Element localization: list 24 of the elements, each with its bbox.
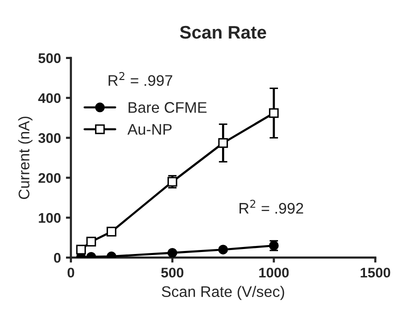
point [268, 108, 279, 118]
y-tick-label: 400 [38, 93, 61, 104]
x-tick-label: 1500 [360, 268, 390, 278]
x-tick-label: 1000 [259, 268, 289, 278]
point [218, 138, 228, 148]
annotation: R$^{2}$ = .997 [108, 72, 172, 86]
y-tick-label: 100 [38, 213, 61, 223]
x-axis-title: Scan Rate (V/sec) [162, 286, 284, 300]
y-tick-label: 300 [38, 133, 61, 144]
y-tick-label: 500 [38, 53, 61, 64]
x-tick-label: 0 [68, 268, 74, 278]
legend-label: Bare CFME [128, 102, 207, 113]
point [218, 244, 228, 254]
annotation: R$^{2}$ = .992 [240, 200, 304, 214]
point [168, 248, 178, 258]
y-tick-label: 0 [54, 252, 61, 263]
point [86, 236, 96, 246]
y-axis-title: Current (nA) [18, 116, 32, 200]
point [106, 226, 116, 237]
x-tick-label: 500 [161, 268, 184, 278]
y-tick-label: 200 [38, 173, 61, 183]
point [76, 244, 86, 254]
legend-label: Au-NP [127, 124, 172, 135]
chart-title: Scan Rate [180, 26, 266, 39]
